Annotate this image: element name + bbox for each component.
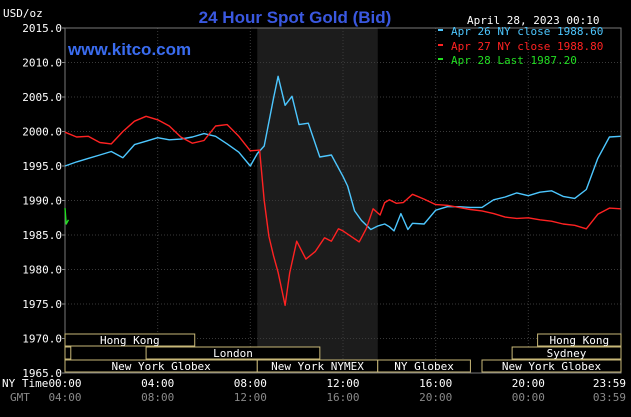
session-block: New York NYMEX [256, 359, 379, 373]
series-line-1 [64, 75, 621, 232]
x-tick-label-ny: 20:00 [512, 377, 545, 390]
x-tick-label-ny: 23:59 [593, 377, 626, 390]
chart-title: 24 Hour Spot Gold (Bid) [199, 8, 392, 27]
session-label: New York NYMEX [271, 360, 364, 373]
x-tick-label-ny: 08:00 [234, 377, 267, 390]
x-tick-label-gmt: 20:00 [419, 391, 452, 404]
x-tick-label-ny: 04:00 [141, 377, 174, 390]
y-tick-label: 1975.0 [22, 298, 62, 311]
x-tick-label-gmt: 04:00 [48, 391, 81, 404]
y-axis-ticks: 1965.0 1970.0 1975.0 1980.0 1985.0 1990.0 1995… [22, 22, 65, 380]
session-label: Hong Kong [549, 334, 609, 347]
x-tick-label-ny: 12:00 [326, 377, 359, 390]
series-line-3 [64, 208, 70, 225]
session-block: Hong Kong [64, 333, 196, 347]
session-label: New York Globex [111, 360, 211, 373]
x-tick-label-gmt: 08:00 [141, 391, 174, 404]
x-tick-label-gmt: 00:00 [512, 391, 545, 404]
session-box [64, 333, 196, 347]
y-tick-label: 2000.0 [22, 126, 62, 139]
session-block: NY Globex [377, 359, 471, 373]
session-block: Hong Kong [537, 333, 622, 347]
x-tick-label-ny: 00:00 [48, 377, 81, 390]
session-box [481, 359, 622, 373]
x-tick-label-gmt: 03:59 [593, 391, 626, 404]
session-box [377, 359, 471, 373]
x-tick-label-gmt: 12:00 [234, 391, 267, 404]
chart-datetime: April 28, 2023 00:10 [467, 14, 599, 27]
session-label: NY Globex [394, 360, 454, 373]
session-box [537, 333, 622, 347]
session-label: Sydney [547, 347, 587, 360]
legend-swatch-apr26 [438, 29, 443, 31]
session-box [511, 346, 622, 360]
y-tick-label: 2015.0 [22, 22, 62, 35]
session-label: New York Globex [502, 360, 602, 373]
y-tick-label: 1990.0 [22, 195, 62, 208]
ny-time-label: NY Time [2, 377, 48, 390]
legend-apr28: Apr 28 Last 1987.20 [451, 54, 577, 67]
y-tick-label: 2010.0 [22, 57, 62, 70]
session-label: London [213, 347, 253, 360]
legend-apr26: Apr 26 NY close 1988.60 [451, 25, 603, 38]
series-group [64, 75, 621, 307]
x-axis-ticks: 00:0004:0004:0008:0008:0012:0012:0016:00… [48, 377, 626, 404]
y-tick-label: 1995.0 [22, 160, 62, 173]
y-tick-label: 2005.0 [22, 91, 62, 104]
y-tick-label: 1970.0 [22, 333, 62, 346]
session-block: New York Globex [64, 359, 258, 373]
y-axis-units: USD/oz [3, 7, 43, 20]
session-block: Sydney [511, 346, 622, 360]
session-box [145, 346, 321, 360]
gmt-label: GMT [10, 391, 30, 404]
x-tick-label-ny: 16:00 [419, 377, 452, 390]
session-box [64, 346, 72, 360]
session-block [64, 346, 72, 360]
legend-swatch-apr27 [438, 44, 443, 46]
session-label: Hong Kong [100, 334, 160, 347]
legend: Apr 26 NY close 1988.60 Apr 27 NY close … [438, 25, 603, 67]
y-tick-label: 1980.0 [22, 264, 62, 277]
series-line-2 [64, 115, 621, 307]
x-tick-label-gmt: 16:00 [326, 391, 359, 404]
y-tick-label: 1965.0 [22, 367, 62, 380]
legend-apr27: Apr 27 NY close 1988.80 [451, 40, 603, 53]
session-block: New York Globex [481, 359, 622, 373]
session-block: London [145, 346, 321, 360]
site-link[interactable]: www.kitco.com [67, 40, 191, 59]
legend-swatch-apr28 [438, 58, 443, 60]
y-tick-label: 1985.0 [22, 229, 62, 242]
